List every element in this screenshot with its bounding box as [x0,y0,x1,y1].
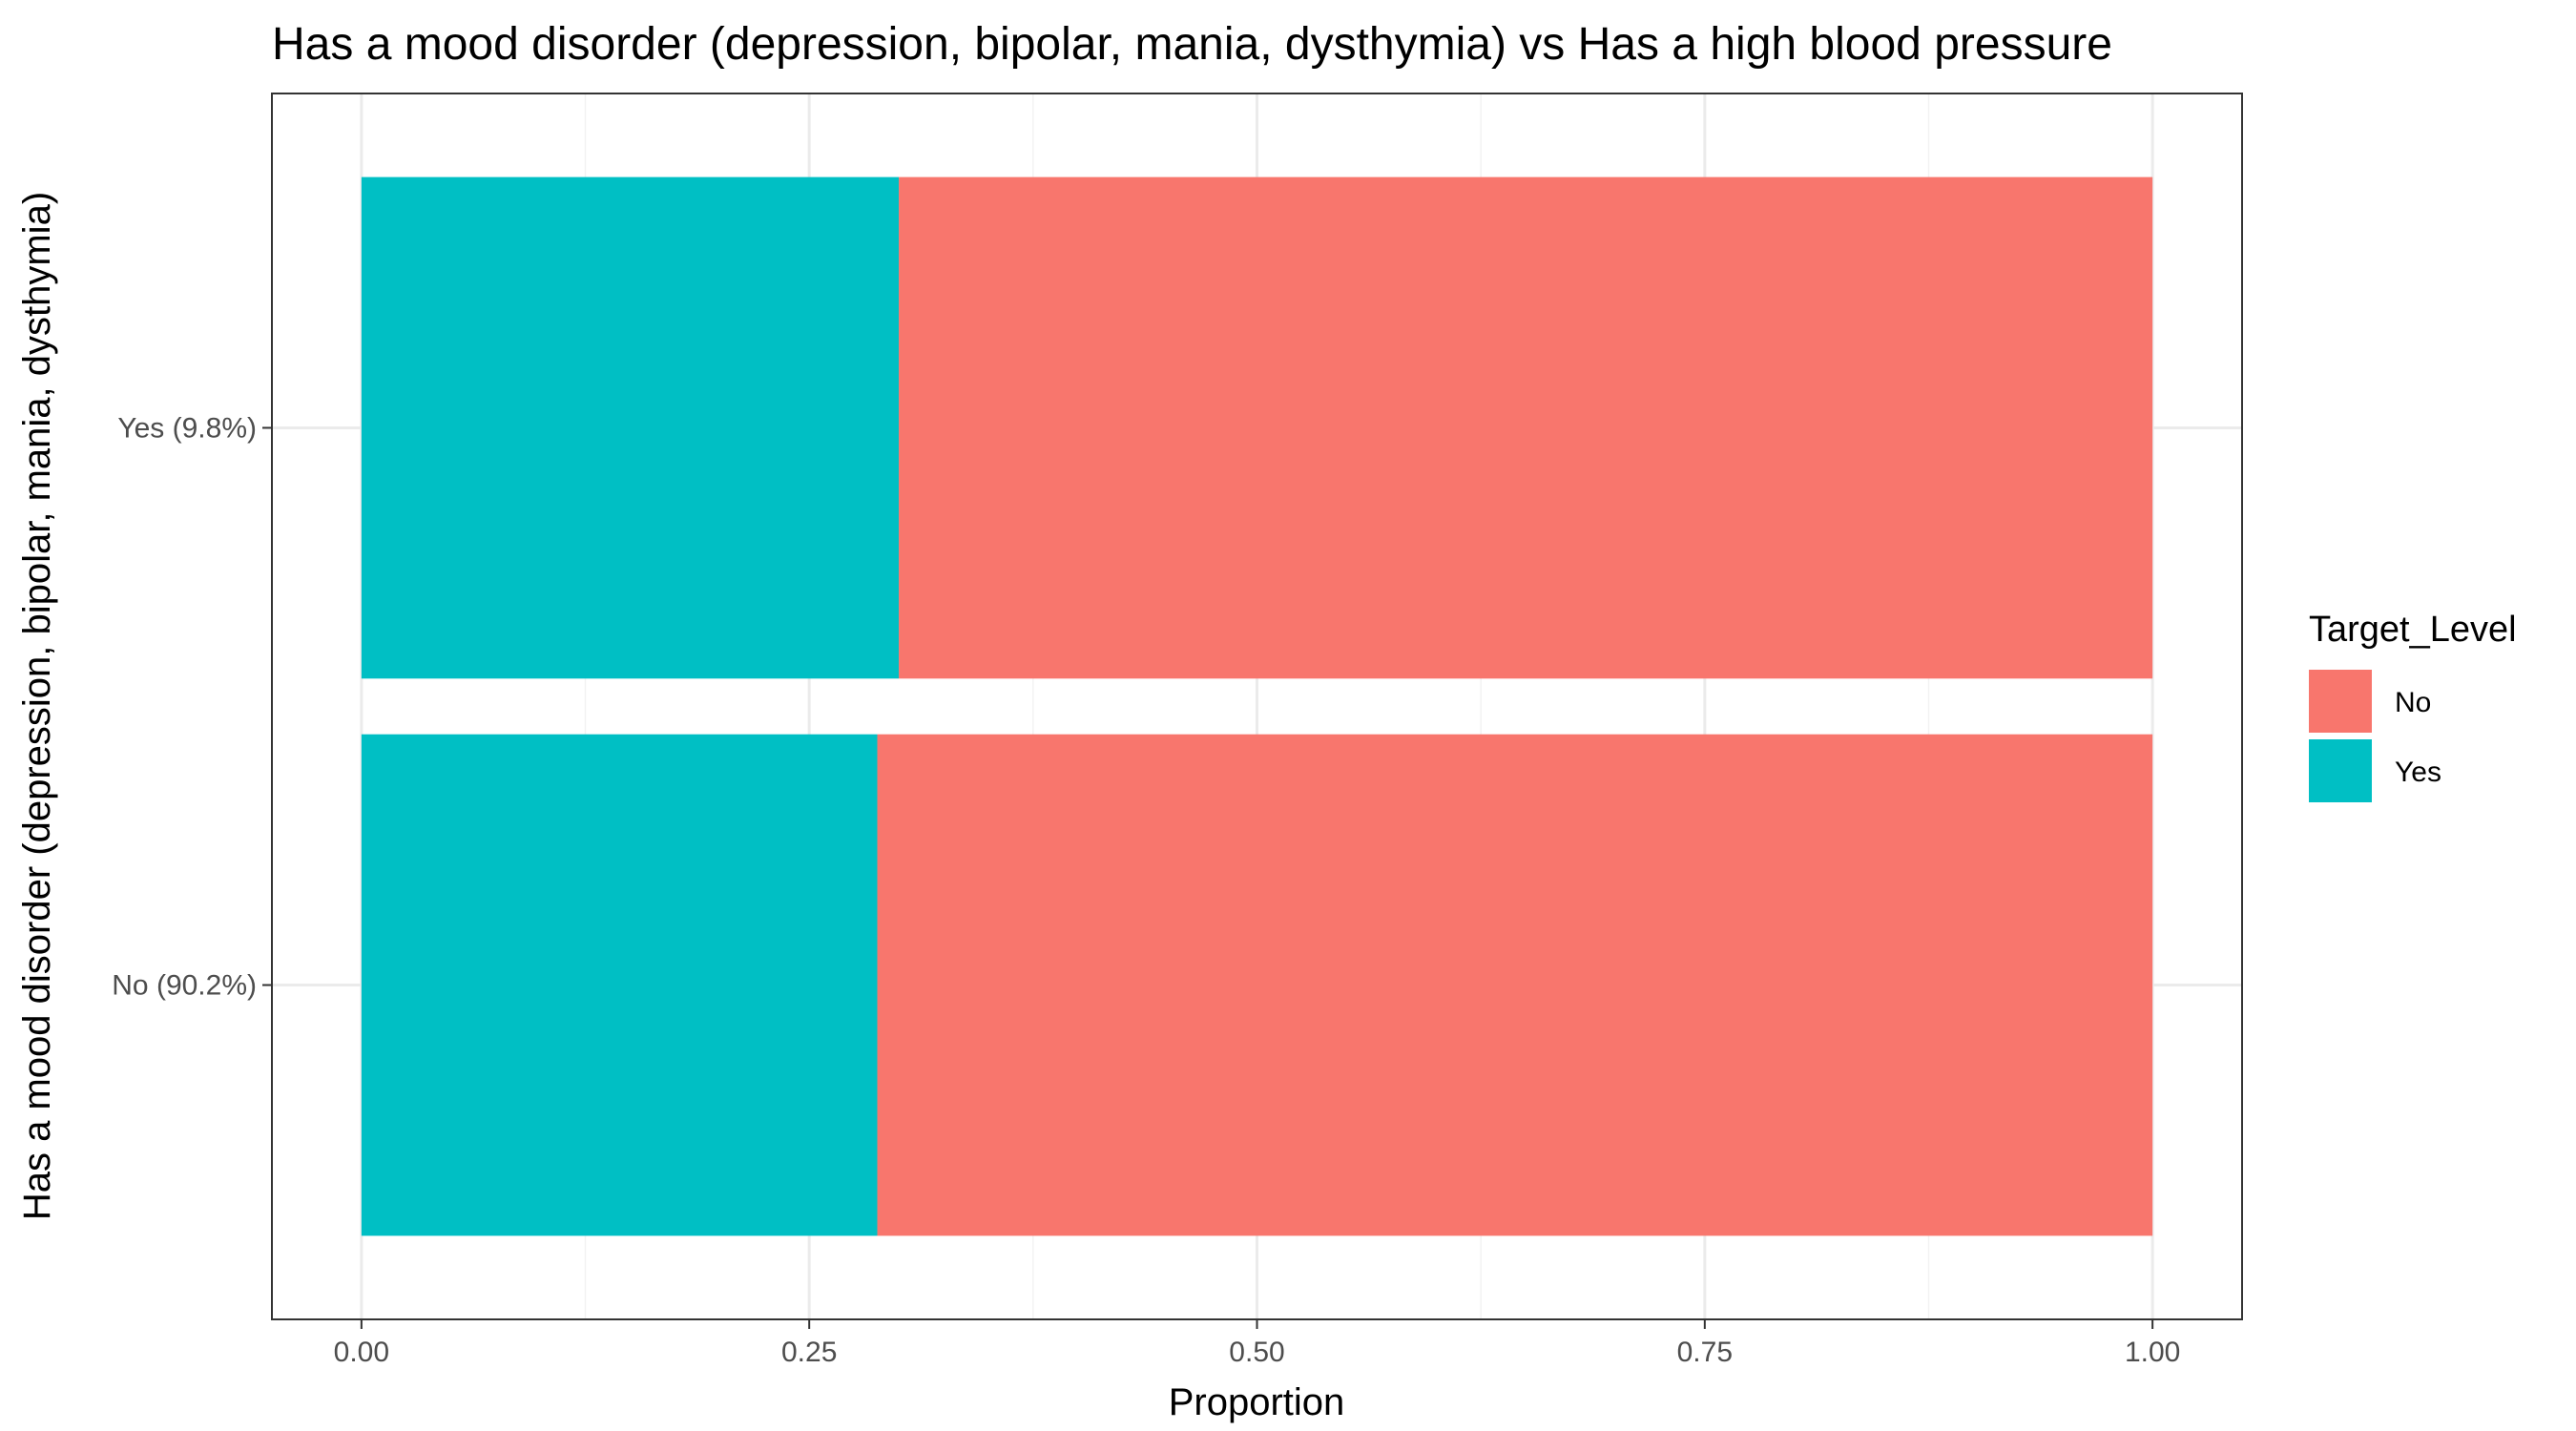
legend-key-no [2309,670,2372,733]
x-tick-label: 0.75 [1677,1337,1733,1368]
bar-segment-yes [361,176,900,679]
x-tick-label: 0.50 [1229,1337,1284,1368]
bar-segment-no [877,734,2153,1236]
chart-title: Has a mood disorder (depression, bipolar… [272,19,2112,70]
legend-label-no: No [2395,687,2431,718]
x-axis-title: Proportion [1169,1381,1345,1423]
bar-segment-no [899,176,2153,679]
y-axis-title: Has a mood disorder (depression, bipolar… [16,192,58,1220]
legend-key-yes [2309,739,2372,802]
axis-layer: 0.00 0.25 0.50 0.75 1.00 No (90.2%) Yes (9.8%) [112,412,2180,1368]
x-tick-label: 0.00 [334,1337,389,1368]
legend-title: Target_Level [2309,610,2517,650]
x-tick-label: 1.00 [2125,1337,2180,1368]
y-tick-label: Yes (9.8%) [117,412,257,444]
bars-layer [361,176,2153,1236]
legend: Target_Level No Yes [2309,610,2517,802]
legend-label-yes: Yes [2395,757,2441,788]
x-tick-label: 0.25 [781,1337,837,1368]
bar-segment-yes [361,734,878,1236]
y-tick-label: No (90.2%) [112,970,257,1002]
